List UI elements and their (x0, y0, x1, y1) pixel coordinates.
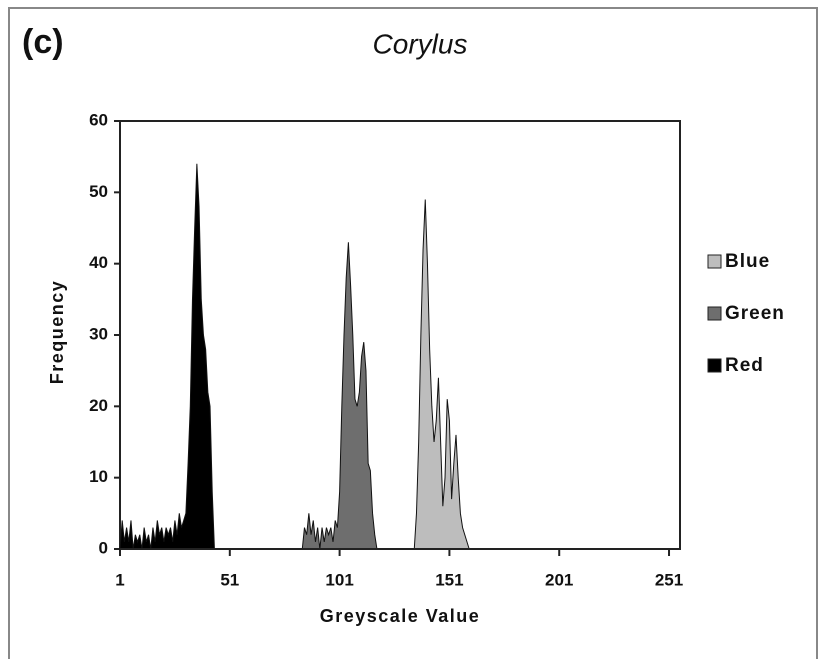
x-tick-label: 1 (115, 570, 124, 589)
y-tick-label: 50 (89, 182, 108, 201)
area (119, 163, 215, 550)
figure-frame (8, 7, 818, 659)
panel-label: (c) (22, 23, 64, 61)
legend-swatch (707, 358, 722, 373)
y-tick-label: 30 (89, 324, 108, 343)
y-tick-label: 10 (89, 467, 108, 486)
chart-title: Corylus (373, 28, 468, 59)
y-tick-label: 0 (99, 538, 108, 557)
area (413, 199, 470, 550)
legend-swatch (707, 254, 722, 269)
x-tick-label: 51 (220, 570, 239, 589)
x-tick-label: 201 (545, 570, 573, 589)
legend-label: Red (725, 355, 764, 376)
x-tick-label: 151 (435, 570, 463, 589)
y-tick-label: 20 (89, 396, 108, 415)
x-axis-title: Greyscale Value (320, 606, 481, 626)
y-axis-title: Frequency (47, 280, 67, 385)
area (301, 242, 378, 550)
legend-label: Green (725, 303, 785, 324)
y-tick-label: 60 (89, 110, 108, 129)
legend-swatch (707, 306, 722, 321)
legend-label: Blue (725, 251, 770, 272)
y-tick-label: 40 (89, 253, 108, 272)
x-tick-label: 101 (325, 570, 353, 589)
x-tick-label: 251 (655, 570, 683, 589)
